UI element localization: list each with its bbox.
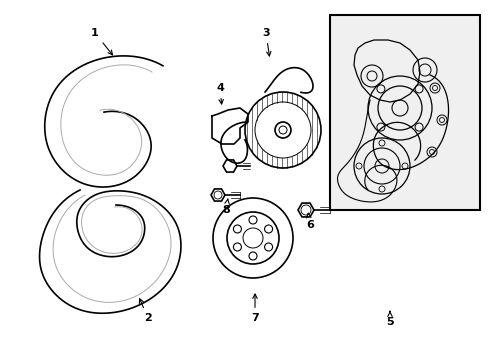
Text: 7: 7 (251, 294, 258, 323)
Text: 3: 3 (262, 28, 270, 56)
Text: 4: 4 (216, 83, 224, 104)
Text: 2: 2 (139, 299, 152, 323)
Text: 6: 6 (305, 213, 313, 230)
Text: 1: 1 (91, 28, 112, 55)
Bar (329, 15, 479, 210)
Text: 8: 8 (222, 199, 229, 215)
Text: 5: 5 (386, 311, 393, 327)
